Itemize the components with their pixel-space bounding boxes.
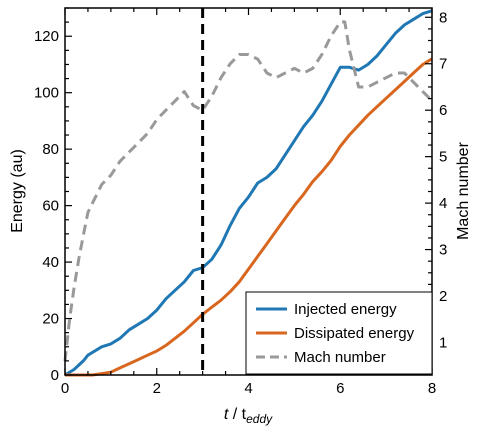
y-axis-right-title: Mach number bbox=[455, 141, 472, 239]
y-left-tick-label: 40 bbox=[42, 254, 59, 271]
y-right-tick-label: 8 bbox=[439, 9, 447, 26]
x-tick-label: 6 bbox=[336, 380, 344, 397]
x-tick-label: 8 bbox=[428, 380, 436, 397]
y-right-tick-label: 1 bbox=[439, 334, 447, 351]
y-axis-right-title-text: Mach number bbox=[455, 141, 472, 239]
y-left-tick-label: 80 bbox=[42, 141, 59, 158]
y-left-tick-label: 20 bbox=[42, 311, 59, 328]
y-right-tick-label: 6 bbox=[439, 102, 447, 119]
plot-lines bbox=[63, 9, 434, 377]
y-right-tick-label: 5 bbox=[439, 149, 447, 166]
legend-label-injected: Injected energy bbox=[294, 301, 397, 318]
x-axis-title-sep: / t bbox=[228, 406, 246, 423]
series-line-2 bbox=[63, 20, 434, 362]
legend-label-mach: Mach number bbox=[294, 349, 386, 366]
y-left-tick-label: 120 bbox=[34, 28, 59, 45]
series-line-0 bbox=[64, 9, 433, 377]
y-right-tick-label: 7 bbox=[439, 56, 447, 73]
legend: Injected energy Dissipated energy Mach n… bbox=[245, 291, 433, 375]
y-left-tick-label: 100 bbox=[34, 85, 59, 102]
x-axis-title-var: t bbox=[224, 406, 229, 423]
plot-frame bbox=[64, 7, 433, 376]
y-axis-left-title: Energy (au) bbox=[9, 149, 26, 233]
y-right-tick-label: 3 bbox=[439, 242, 447, 259]
y-axis-left-title-text: Energy (au) bbox=[9, 149, 26, 233]
y-left-tick-label: 0 bbox=[51, 367, 59, 384]
x-tick-label: 4 bbox=[244, 380, 252, 397]
y-left-tick-label: 60 bbox=[42, 198, 59, 215]
x-axis-title-sub: eddy bbox=[246, 412, 273, 426]
x-tick-label: 2 bbox=[153, 380, 161, 397]
x-axis-title: t / teddy bbox=[224, 406, 273, 426]
legend-label-dissipated: Dissipated energy bbox=[294, 325, 415, 342]
x-tick-label: 0 bbox=[61, 380, 69, 397]
series-line-1 bbox=[65, 57, 433, 377]
y-right-tick-label: 2 bbox=[439, 288, 447, 305]
y-right-tick-label: 4 bbox=[439, 195, 447, 212]
